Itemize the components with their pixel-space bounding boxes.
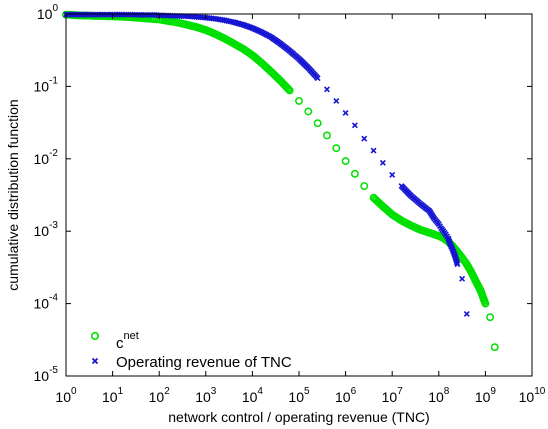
y-tick-label-base: 10 — [34, 151, 50, 167]
data-point — [486, 313, 495, 322]
data-point — [459, 275, 466, 282]
legend-marker-circle — [90, 331, 100, 341]
data-marks — [62, 10, 499, 352]
data-point — [295, 96, 303, 105]
data-point — [333, 97, 340, 104]
y-tick-label: 10-4 — [34, 293, 59, 312]
data-point — [342, 109, 349, 116]
x-tick-label-exp: 0 — [71, 386, 77, 397]
data-point — [370, 147, 377, 154]
x-tick-label-exp: 8 — [444, 386, 450, 397]
plot-frame — [65, 13, 533, 377]
x-tick-label: 105 — [288, 386, 310, 405]
legend-label-series-1-base: c — [116, 335, 124, 352]
data-point — [314, 75, 321, 82]
data-point — [379, 159, 386, 166]
x-tick-label-base: 10 — [428, 389, 444, 405]
x-tick-label-base: 10 — [519, 389, 535, 405]
data-point — [350, 169, 359, 178]
y-tick-label-exp: -3 — [49, 220, 58, 231]
axis-ticks: 100 101 102 103 104 105 106 107 108 109 101010-510… — [34, 3, 546, 405]
x-tick-label-exp: 6 — [351, 386, 357, 397]
data-point — [360, 182, 369, 191]
legend-label-series-2: Operating revenue of TNC — [116, 354, 292, 371]
x-tick-label: 102 — [149, 386, 171, 405]
y-tick-label-exp: -2 — [49, 148, 58, 159]
y-tick-label-exp: -4 — [49, 293, 58, 304]
x-tick-label: 104 — [242, 386, 264, 405]
y-tick-label: 10-1 — [34, 75, 59, 94]
data-point — [389, 171, 396, 178]
x-tick-label: 100 — [55, 386, 77, 405]
y-tick-label-exp: -5 — [49, 365, 58, 376]
x-axis-label: network control / operating revenue (TNC… — [168, 409, 429, 425]
x-tick-label: 109 — [475, 386, 497, 405]
x-tick-label-base: 10 — [55, 389, 71, 405]
plot-area — [66, 14, 532, 376]
y-tick-label-exp: -1 — [49, 75, 58, 86]
legend-marker-x — [91, 357, 99, 365]
legend-label-series-1: cnet — [116, 330, 139, 352]
legend: cnet Operating revenue of TNC — [90, 330, 292, 371]
x-tick-label-base: 10 — [102, 389, 118, 405]
data-point — [304, 107, 313, 116]
data-point — [490, 343, 499, 352]
y-axis-label: cumulative distribution function — [5, 99, 21, 290]
x-tick-label-exp: 3 — [211, 386, 217, 397]
data-point — [284, 85, 293, 94]
x-tick-label-base: 10 — [149, 389, 165, 405]
data-point — [463, 310, 470, 317]
x-tick-label-exp: 10 — [534, 386, 546, 397]
x-tick-label-exp: 1 — [118, 386, 124, 397]
x-tick-label: 107 — [382, 386, 404, 405]
x-tick-label-base: 10 — [335, 389, 351, 405]
x-tick-label-exp: 5 — [304, 386, 310, 397]
data-point — [313, 119, 322, 128]
series-2 — [63, 11, 470, 317]
legend-label-series-1-sup: net — [124, 330, 139, 342]
data-point — [323, 86, 330, 93]
x-tick-label-base: 10 — [195, 389, 211, 405]
data-point — [341, 157, 350, 166]
x-tick-label-base: 10 — [382, 389, 398, 405]
data-point — [454, 261, 461, 268]
data-point — [481, 299, 490, 308]
y-tick-label-base: 10 — [34, 296, 50, 312]
data-point — [351, 122, 358, 129]
y-tick-label-base: 10 — [37, 6, 53, 22]
x-tick-label-base: 10 — [475, 389, 491, 405]
data-point — [323, 131, 331, 140]
y-tick-label-base: 10 — [34, 78, 50, 94]
x-tick-label-exp: 4 — [257, 386, 263, 397]
x-tick-label-base: 10 — [242, 389, 258, 405]
data-point — [332, 144, 341, 153]
x-tick-label: 106 — [335, 386, 357, 405]
x-tick-label: 101 — [102, 386, 124, 405]
x-tick-label-exp: 9 — [490, 386, 496, 397]
x-tick-label-exp: 2 — [164, 386, 170, 397]
data-point — [285, 86, 294, 95]
y-tick-label: 10-3 — [34, 220, 59, 239]
x-tick-label: 103 — [195, 386, 217, 405]
x-tick-label: 1010 — [519, 386, 546, 405]
x-tick-label-base: 10 — [288, 389, 304, 405]
y-tick-label-base: 10 — [34, 223, 50, 239]
x-tick-label-exp: 7 — [397, 386, 403, 397]
y-tick-label: 10-2 — [34, 148, 59, 167]
y-tick-label-base: 10 — [34, 368, 50, 384]
y-tick-label: 100 — [37, 3, 59, 22]
x-tick-label: 108 — [428, 386, 450, 405]
y-tick-label: 10-5 — [34, 365, 59, 384]
y-tick-label-exp: 0 — [52, 3, 58, 14]
data-point — [361, 135, 368, 142]
